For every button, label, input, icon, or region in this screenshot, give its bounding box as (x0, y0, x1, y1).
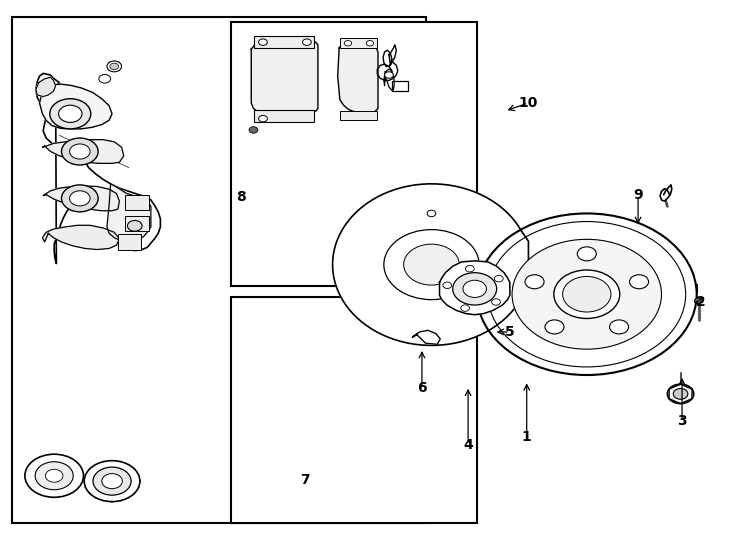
Polygon shape (43, 225, 120, 249)
Circle shape (258, 39, 267, 45)
Circle shape (107, 61, 122, 72)
Circle shape (128, 220, 142, 231)
Circle shape (477, 213, 697, 375)
Text: 9: 9 (633, 187, 643, 201)
Circle shape (463, 280, 487, 298)
Polygon shape (43, 186, 120, 211)
Text: 7: 7 (300, 473, 310, 487)
Circle shape (525, 275, 544, 289)
Circle shape (59, 105, 82, 123)
Circle shape (344, 40, 352, 46)
Text: 3: 3 (677, 414, 687, 428)
Bar (254, 110, 314, 122)
Polygon shape (338, 40, 378, 114)
Circle shape (512, 239, 661, 349)
Circle shape (258, 116, 267, 122)
Circle shape (46, 469, 63, 482)
Bar (12, 17, 426, 523)
Text: 10: 10 (518, 96, 538, 110)
Circle shape (302, 39, 311, 45)
Polygon shape (251, 41, 318, 112)
Polygon shape (36, 77, 56, 97)
Circle shape (667, 384, 694, 403)
Circle shape (404, 244, 459, 285)
Circle shape (110, 63, 119, 70)
Bar (126, 215, 149, 231)
Text: 1: 1 (522, 430, 531, 444)
Circle shape (62, 138, 98, 165)
Circle shape (102, 474, 123, 489)
Polygon shape (40, 84, 112, 129)
Circle shape (495, 275, 504, 282)
Bar (392, 82, 408, 91)
Bar (231, 297, 477, 523)
Circle shape (84, 461, 140, 502)
Circle shape (99, 75, 111, 83)
Circle shape (70, 144, 90, 159)
Bar (231, 22, 477, 286)
Circle shape (554, 270, 619, 319)
Circle shape (673, 388, 688, 399)
Circle shape (35, 462, 73, 490)
Polygon shape (413, 330, 440, 345)
Circle shape (453, 273, 497, 305)
Circle shape (25, 454, 84, 497)
Circle shape (562, 276, 611, 312)
Polygon shape (107, 184, 151, 242)
Circle shape (492, 299, 501, 305)
Text: 5: 5 (505, 325, 515, 339)
Circle shape (577, 247, 596, 261)
Bar (254, 36, 314, 48)
Circle shape (70, 191, 90, 206)
Polygon shape (36, 73, 161, 264)
Circle shape (50, 99, 91, 129)
Polygon shape (333, 184, 528, 346)
Text: 4: 4 (463, 438, 473, 452)
Polygon shape (440, 261, 510, 315)
Circle shape (427, 210, 436, 217)
Circle shape (366, 40, 374, 46)
Circle shape (630, 275, 649, 289)
Bar (118, 234, 142, 249)
Circle shape (62, 185, 98, 212)
Circle shape (443, 282, 451, 288)
Polygon shape (43, 140, 124, 164)
Circle shape (609, 320, 628, 334)
Ellipse shape (694, 298, 703, 303)
Circle shape (461, 305, 470, 312)
Text: 8: 8 (236, 190, 246, 204)
Bar (340, 111, 377, 120)
Circle shape (249, 127, 258, 133)
Text: 2: 2 (695, 295, 705, 309)
Circle shape (93, 467, 131, 495)
Circle shape (545, 320, 564, 334)
Circle shape (385, 72, 393, 78)
Circle shape (465, 266, 474, 272)
Text: 6: 6 (417, 381, 426, 395)
Bar (340, 38, 377, 48)
Bar (126, 194, 149, 210)
